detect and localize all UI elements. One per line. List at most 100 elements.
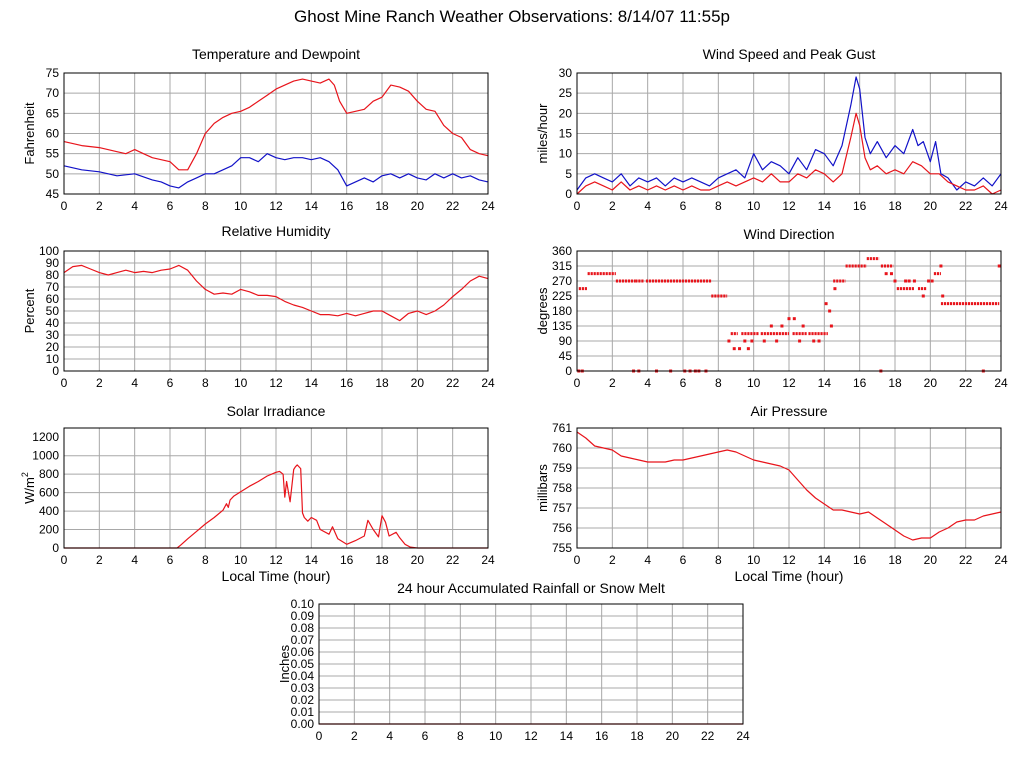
solar-ylabel-text: W/m <box>22 477 37 504</box>
winddir-direction-point <box>727 339 731 343</box>
winddir-direction-point <box>769 324 773 328</box>
pressure-xtick-label: 22 <box>959 553 973 567</box>
solar-xtick-label: 22 <box>446 553 460 567</box>
pressure-xtick-label: 16 <box>853 553 867 567</box>
winddir-direction-point <box>939 264 943 268</box>
solar-xtick-label: 10 <box>234 553 248 567</box>
winddir-direction-point <box>930 279 934 283</box>
solar-ylabel-sup: 2 <box>20 472 30 477</box>
temp-ytick-label: 75 <box>46 66 60 80</box>
winddir-xtick-label: 12 <box>782 376 796 390</box>
temp-ytick-label: 50 <box>46 167 60 181</box>
rh-xtick-label: 12 <box>269 376 283 390</box>
solar-title: Solar Irradiance <box>227 403 326 419</box>
winddir-direction-point <box>889 272 893 276</box>
winddir-direction-point <box>787 317 791 321</box>
rh-ytick-label: 40 <box>46 316 60 330</box>
solar-xtick-label: 14 <box>305 553 319 567</box>
temp-series-red-line <box>63 78 489 171</box>
winddir-direction-point <box>738 347 742 351</box>
wind-series-red-line <box>576 112 1002 195</box>
temp-xtick-label: 24 <box>481 199 495 213</box>
rh-ytick-label: 60 <box>46 292 60 306</box>
pressure-xtick-label: 14 <box>818 553 832 567</box>
solar-ytick-label: 600 <box>39 486 59 500</box>
winddir-direction-point <box>762 339 766 343</box>
winddir-direction-point <box>884 272 888 276</box>
wind-xtick-label: 24 <box>994 199 1008 213</box>
rh-ytick-label: 100 <box>39 244 59 258</box>
winddir-plot-frame <box>576 250 1002 372</box>
winddir-ytick-label: 180 <box>552 304 572 318</box>
wind-series-blue-line <box>576 76 1002 191</box>
winddir-direction-point <box>997 264 1001 268</box>
wind-xtick-label: 18 <box>888 199 902 213</box>
solar-ytick-label: 0 <box>52 541 59 555</box>
wind-ytick-label: 25 <box>559 86 573 100</box>
temp-ytick-label: 60 <box>46 127 60 141</box>
winddir-direction-point <box>746 347 750 351</box>
rh-ytick-label: 70 <box>46 280 60 294</box>
temp-xtick-label: 12 <box>269 199 283 213</box>
solar-ytick-label: 1200 <box>32 430 59 444</box>
winddir-ylabel: degrees <box>535 287 550 334</box>
rain-ytick-label: 0.07 <box>291 633 315 647</box>
solar-xlabel: Local Time (hour) <box>222 568 331 584</box>
winddir-ytick-label: 225 <box>552 289 572 303</box>
winddir-direction-point <box>750 339 754 343</box>
winddir-direction-point <box>907 279 911 283</box>
rh-ytick-label: 20 <box>46 340 60 354</box>
rh-plot-frame <box>63 250 489 372</box>
pressure-ytick-label: 759 <box>552 461 572 475</box>
temp-title: Temperature and Dewpoint <box>192 46 360 62</box>
rh-xtick-label: 6 <box>167 376 174 390</box>
pressure-xtick-label: 10 <box>747 553 761 567</box>
wind-ytick-label: 15 <box>559 127 573 141</box>
winddir-xtick-label: 22 <box>959 376 973 390</box>
temp-ylabel: Fahrenheit <box>22 102 37 165</box>
rain-ylabel: Inches <box>277 644 292 683</box>
winddir-direction-point <box>812 339 816 343</box>
winddir-direction-point <box>732 347 736 351</box>
pressure-ytick-label: 756 <box>552 521 572 535</box>
solar-ytick-label: 1000 <box>32 449 59 463</box>
temp-ytick-label: 45 <box>46 187 60 201</box>
temp-ytick-label: 55 <box>46 147 60 161</box>
winddir-direction-point <box>792 317 796 321</box>
pressure-series-red-line <box>576 431 1002 541</box>
rh-xtick-label: 22 <box>446 376 460 390</box>
wind-title: Wind Speed and Peak Gust <box>703 46 876 62</box>
rh-ytick-label: 50 <box>46 304 60 318</box>
rh-title: Relative Humidity <box>222 223 331 239</box>
page-title: Ghost Mine Ranch Weather Observations: 8… <box>294 7 730 26</box>
rh-xtick-label: 24 <box>481 376 495 390</box>
rain-xtick-label: 4 <box>386 729 393 743</box>
solar-ytick-label: 400 <box>39 504 59 518</box>
rain-ytick-label: 0.01 <box>291 705 315 719</box>
solar-xtick-label: 20 <box>411 553 425 567</box>
winddir-direction-point <box>798 339 802 343</box>
winddir-xtick-label: 8 <box>715 376 722 390</box>
winddir-direction-point <box>828 309 832 313</box>
wind-xtick-label: 2 <box>609 199 616 213</box>
solar-xtick-label: 4 <box>131 553 138 567</box>
rh-ytick-label: 80 <box>46 268 60 282</box>
rh-ytick-label: 90 <box>46 256 60 270</box>
winddir-xtick-label: 2 <box>609 376 616 390</box>
winddir-ytick-label: 270 <box>552 274 572 288</box>
rain-xtick-label: 8 <box>457 729 464 743</box>
rh-series-red-line <box>63 264 489 322</box>
winddir-xtick-label: 14 <box>818 376 832 390</box>
solar-xtick-label: 18 <box>375 553 389 567</box>
pressure-ylabel: millibars <box>535 464 550 512</box>
rh-xtick-label: 10 <box>234 376 248 390</box>
solar-xtick-label: 24 <box>481 553 495 567</box>
wind-ytick-label: 30 <box>559 66 573 80</box>
pressure-ytick-label: 755 <box>552 541 572 555</box>
wind-ytick-label: 0 <box>565 187 572 201</box>
solar-series-red-line <box>64 464 488 549</box>
temp-xtick-label: 6 <box>167 199 174 213</box>
